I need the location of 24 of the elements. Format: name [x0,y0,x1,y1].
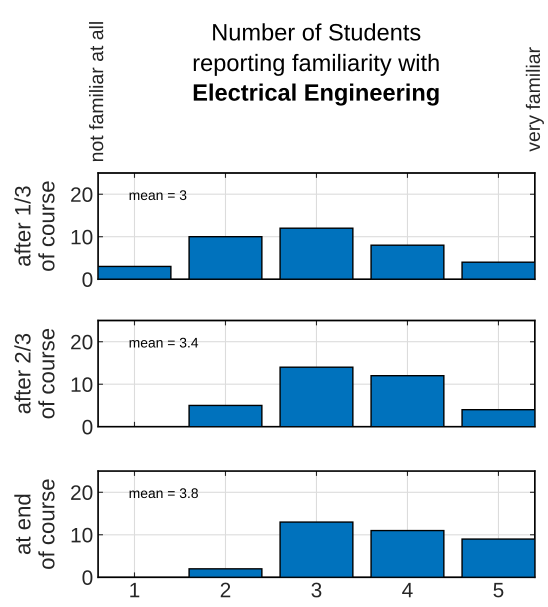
y-tick-label: 0 [82,272,92,287]
annotation: mean = 3.4 [130,338,198,348]
text: not familiar at all [89,22,104,162]
chart-subtitle: Electrical Engineering [194,84,439,106]
x-tick-label: 4 [402,582,413,598]
annotation: mean = 3.8 [130,488,198,498]
y-axis-title: after 2/3 of course [14,328,55,418]
y-tick-label: 10 [72,377,92,392]
annotation: mean = 3 [130,190,186,200]
y-axis-title: at end of course [14,479,55,569]
y-axis-title: after 1/3 of course [14,181,55,271]
chart-title: Number of Students reporting familiarity with [194,23,439,76]
y-tick-label: 0 [82,570,92,586]
x-tick-label: 2 [220,582,230,598]
x-tick-label: 3 [311,582,322,598]
y-tick-label: 10 [72,230,92,244]
y-tick-label: 20 [71,485,92,500]
y-tick-label: 20 [71,187,92,202]
y-tick-label: 0 [82,420,92,434]
y-tick-label: 20 [71,334,92,350]
y-tick-label: 10 [72,528,92,543]
x-tick-label: 5 [493,582,504,598]
x-tick-label: 1 [130,582,140,598]
text: very familiar [526,47,544,152]
